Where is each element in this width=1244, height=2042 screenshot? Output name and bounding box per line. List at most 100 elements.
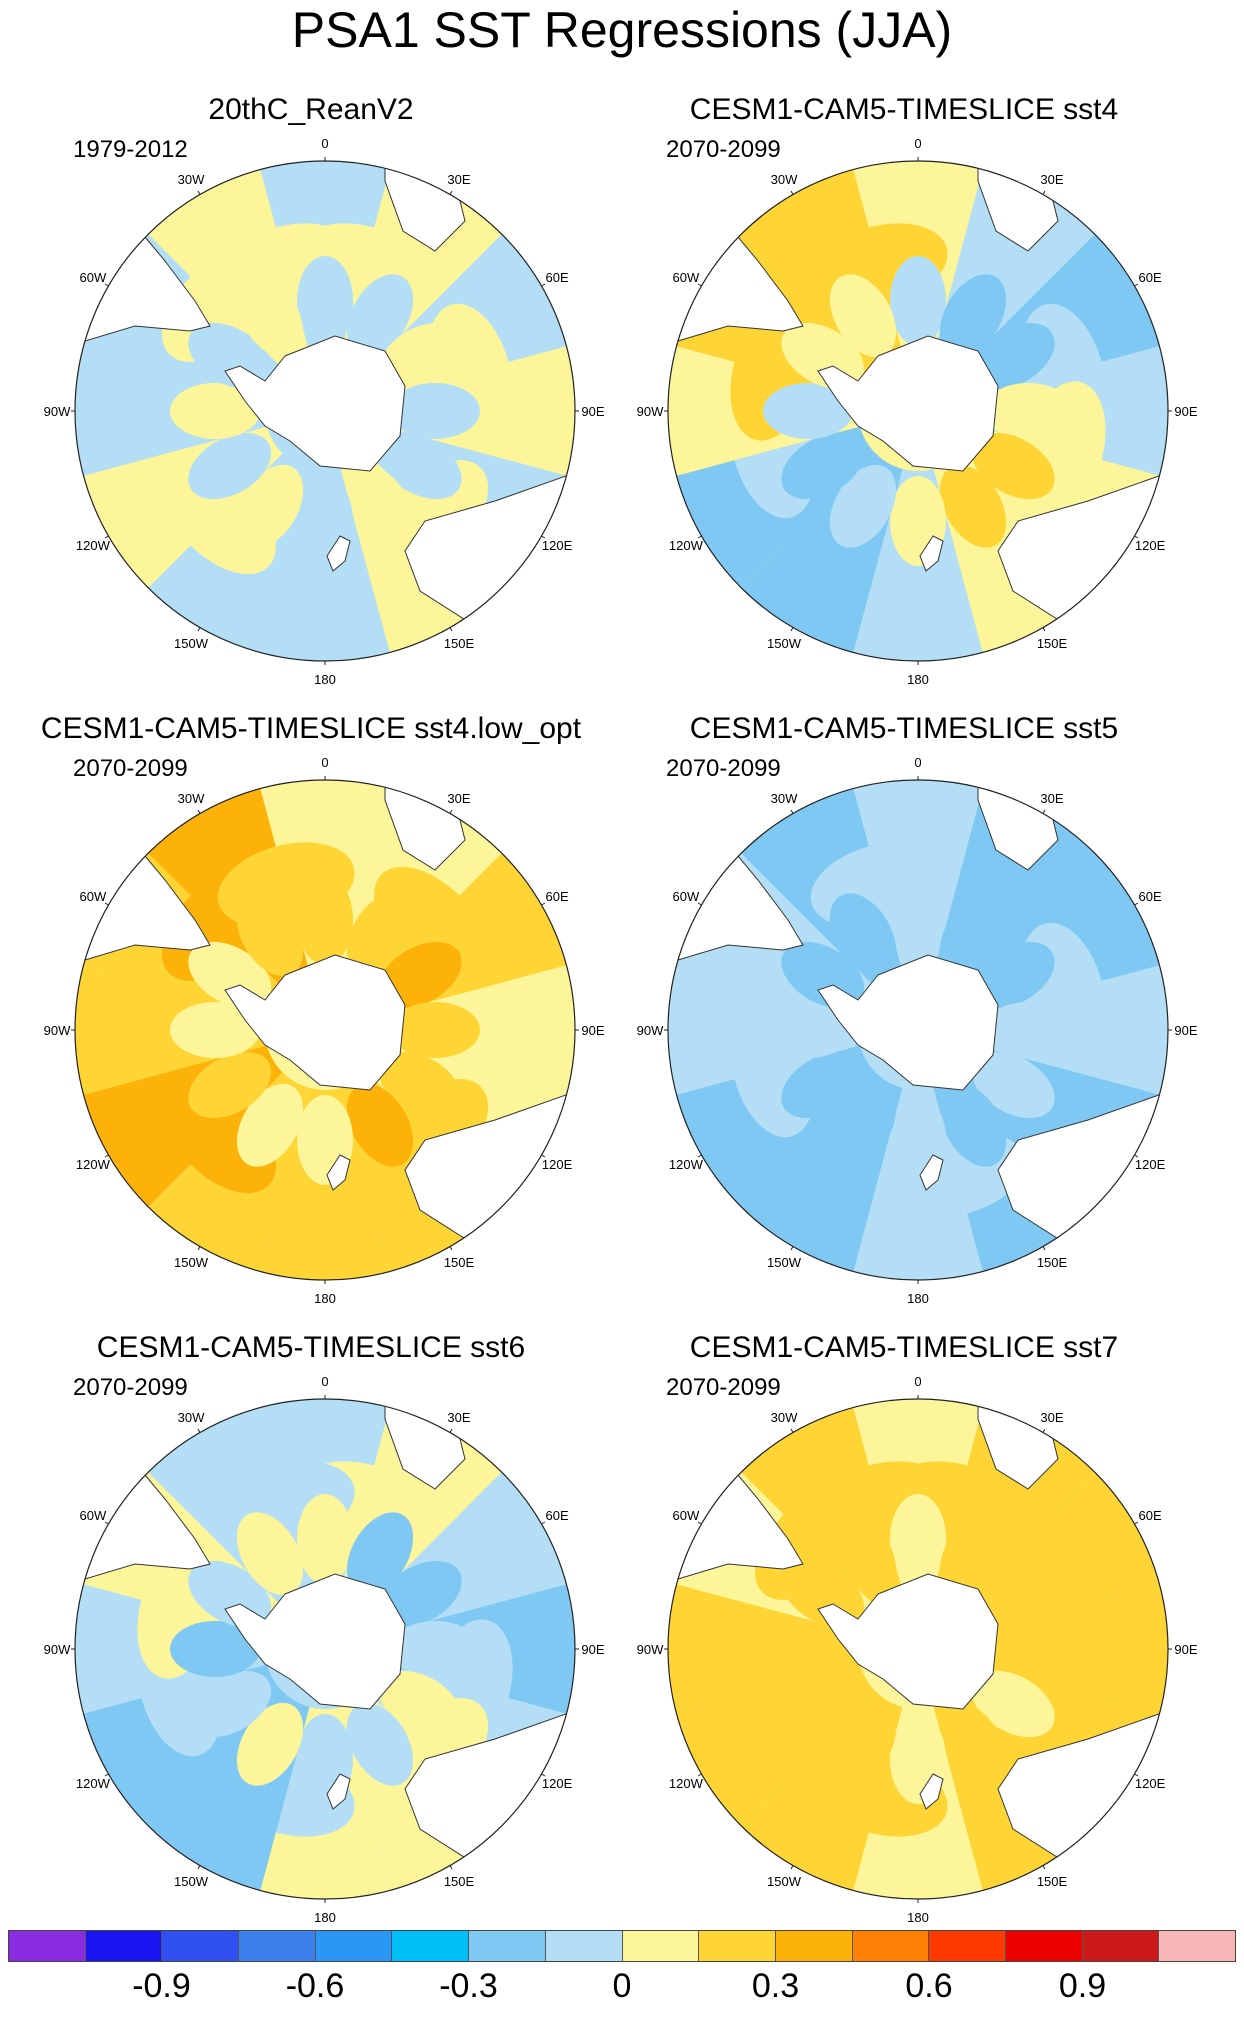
colorbar-tick-label: -0.6 [285, 1967, 345, 2005]
longitude-label: 0 [914, 1374, 921, 1389]
sst-blob [890, 256, 946, 346]
sst-blob [781, 1051, 865, 1119]
longitude-label: 120W [76, 538, 111, 553]
map-panel-sst4-low-opt: CESM1-CAM5-TIMESLICE sst4.low_opt 2070-2… [0, 711, 622, 1331]
longitude-label: 120E [542, 1157, 573, 1172]
sst-blob [236, 1512, 304, 1596]
colorbar-swatch [315, 1931, 393, 1961]
longitude-label: 60E [546, 889, 569, 904]
longitude-label: 150E [1037, 636, 1068, 651]
longitude-label: 150W [174, 1874, 209, 1889]
panel-period: 1979-2012 [73, 136, 188, 163]
sst-blob [390, 383, 480, 439]
longitude-label: 60E [1139, 270, 1162, 285]
longitude-label: 150W [767, 636, 802, 651]
longitude-label: 90W [637, 404, 664, 419]
colorbar-swatch [469, 1931, 546, 1961]
longitude-label: 120W [76, 1157, 111, 1172]
colorbar-swatch [85, 1931, 163, 1961]
longitude-label: 30E [1040, 791, 1063, 806]
colorbar-tick-label: 0.6 [905, 1967, 953, 2005]
sst-blob [829, 1702, 897, 1786]
polar-map: 0 30E 60E 90E 120E 150E 180 150W 120W 90W 60W 30W [44, 1374, 605, 1925]
sst-blob [297, 875, 353, 965]
longitude-label: 60W [80, 270, 107, 285]
panel-period: 2070-2099 [666, 136, 781, 163]
colorbar-swatch [1082, 1931, 1160, 1961]
sst-blob [763, 1621, 853, 1677]
sst-blob [236, 464, 304, 548]
sst-blob [390, 1621, 480, 1677]
panel-title: CESM1-CAM5-TIMESLICE sst6 [96, 1331, 526, 1364]
longitude-label: 120W [669, 1776, 704, 1791]
sst-blob [236, 1083, 304, 1167]
sst-blob [297, 1494, 353, 1584]
longitude-label: 90W [44, 404, 71, 419]
longitude-label: 90E [1174, 1642, 1197, 1657]
map-panel-sst7: CESM1-CAM5-TIMESLICE sst7 2070-2099 0 30E… [593, 1330, 1215, 1950]
sst-field [75, 780, 575, 1280]
longitude-label: 30E [1040, 172, 1063, 187]
sst-blob [170, 1621, 260, 1677]
sst-blob [188, 1670, 272, 1738]
colorbar-tick-label: 0.3 [751, 1967, 800, 2005]
longitude-label: 0 [914, 755, 921, 770]
longitude-label: 30W [178, 1410, 205, 1425]
panel-title: CESM1-CAM5-TIMESLICE sst4 [689, 93, 1119, 126]
sst-blob [890, 875, 946, 965]
antarctica-landmass [817, 1573, 999, 1710]
longitude-label: 180 [314, 1910, 336, 1925]
longitude-label: 120W [669, 538, 704, 553]
sst-blob [378, 322, 462, 390]
colorbar-tick-label: 0 [612, 1967, 632, 2005]
longitude-label: 120E [1135, 1776, 1166, 1791]
colorbar [8, 1930, 1236, 1962]
sst-blob [378, 432, 462, 500]
antarctica-landmass [224, 954, 406, 1091]
sst-blob [236, 274, 304, 358]
longitude-label: 120W [76, 1776, 111, 1791]
panel-period: 2070-2099 [666, 755, 781, 782]
colorbar-swatch [162, 1931, 240, 1961]
panel-period: 2070-2099 [73, 755, 188, 782]
longitude-label: 30W [771, 172, 798, 187]
antarctica-landmass [817, 954, 999, 1091]
sst-blob [378, 1670, 462, 1738]
longitude-label: 90E [1174, 1023, 1197, 1038]
longitude-label: 30W [178, 791, 205, 806]
sst-blob [829, 464, 897, 548]
sst-blob [971, 1560, 1055, 1628]
longitude-label: 150W [767, 1874, 802, 1889]
antarctica-landmass [224, 335, 406, 472]
longitude-label: 150W [767, 1255, 802, 1270]
polar-map: 0 30E 60E 90E 120E 150E 180 150W 120W 90W 60W 30W [637, 136, 1198, 687]
colorbar-tick-label: 0.9 [1058, 1967, 1107, 2005]
polar-map: 0 30E 60E 90E 120E 150E 180 150W 120W 90W 60W 30W [637, 755, 1198, 1306]
colorbar-swatch [1005, 1931, 1083, 1961]
panel-period: 2070-2099 [666, 1374, 781, 1401]
longitude-label: 90W [637, 1642, 664, 1657]
longitude-label: 30W [178, 172, 205, 187]
longitude-label: 120W [669, 1157, 704, 1172]
sst-field [75, 161, 575, 661]
panel-period: 2070-2099 [73, 1374, 188, 1401]
sst-blob [390, 1002, 480, 1058]
sst-blob [170, 1002, 260, 1058]
colorbar-swatch [545, 1931, 623, 1961]
sst-blob [378, 1560, 462, 1628]
colorbar-tick-label: -0.3 [439, 1967, 498, 2005]
sst-field [668, 780, 1168, 1280]
sst-blob [971, 941, 1055, 1009]
longitude-label: 180 [907, 1910, 929, 1925]
sst-blob [939, 1512, 1007, 1596]
panel-title: 20thC_ReanV2 [208, 93, 414, 126]
longitude-label: 120E [1135, 1157, 1166, 1172]
sst-blob [781, 432, 865, 500]
sst-blob [297, 256, 353, 346]
longitude-label: 0 [914, 136, 921, 151]
longitude-label: 150E [444, 1255, 475, 1270]
new-zealand-landmass [919, 535, 944, 572]
sst-blob [971, 1670, 1055, 1738]
longitude-label: 30E [447, 1410, 470, 1425]
longitude-label: 30W [771, 1410, 798, 1425]
